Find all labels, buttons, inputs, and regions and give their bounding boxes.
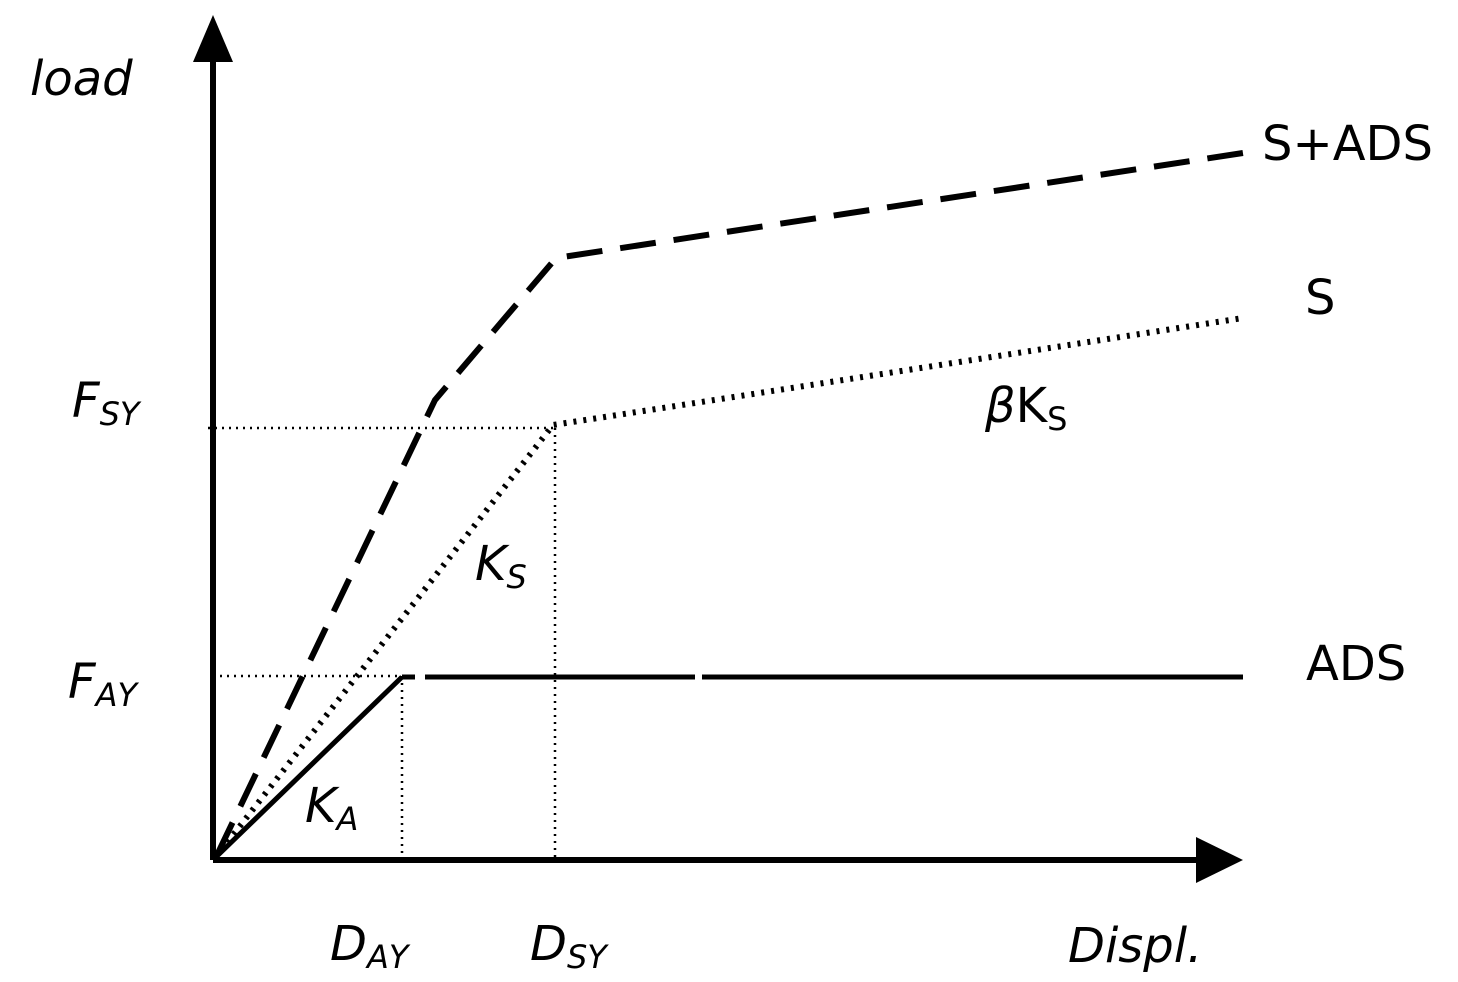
fsy-tick-label: FSY (72, 373, 142, 433)
s-ads-curve (214, 150, 1244, 857)
ks-stiffness-label: KS (475, 536, 527, 596)
beta-ks-stiffness-label: βKS (984, 378, 1067, 438)
y-axis-label: load (30, 51, 133, 107)
s-curve (212, 315, 1244, 860)
y-axis-arrowhead (193, 15, 233, 62)
ka-stiffness-label: KA (305, 778, 358, 838)
x-axis-arrowhead (1196, 837, 1243, 883)
axes (193, 15, 1243, 883)
s-curve-label: S (1305, 270, 1335, 326)
ads-curve-label: ADS (1306, 636, 1406, 692)
dsy-tick-label: DSY (530, 916, 609, 976)
ads-curve (213, 674, 1243, 860)
x-axis-label: Displ. (1068, 918, 1202, 974)
reference-lines (208, 426, 557, 858)
s-ads-curve-label: S+ADS (1262, 116, 1433, 172)
fay-tick-label: FAY (68, 654, 140, 714)
day-tick-label: DAY (330, 916, 411, 976)
